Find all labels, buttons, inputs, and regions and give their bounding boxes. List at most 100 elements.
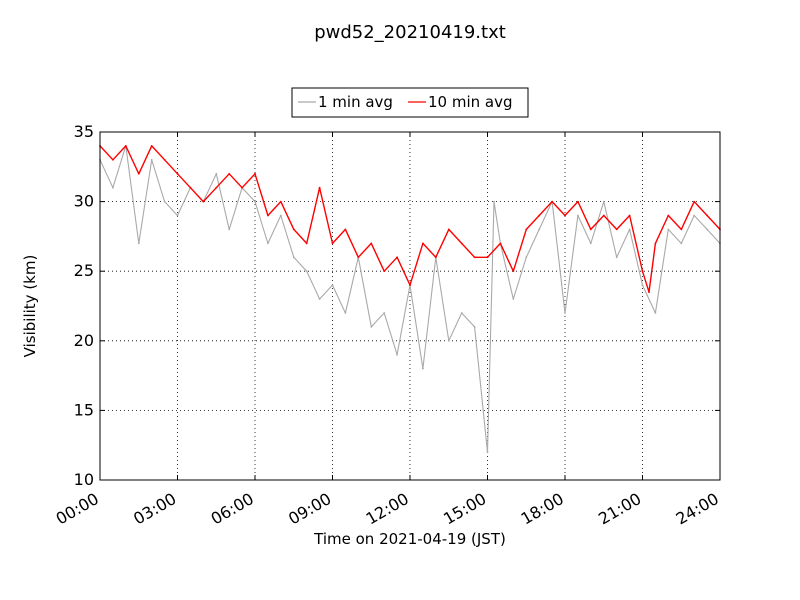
data-point — [409, 284, 411, 286]
y-tick-label: 15 — [74, 400, 94, 419]
data-point — [628, 214, 631, 217]
data-point — [473, 326, 476, 328]
data-point — [254, 200, 256, 203]
data-point — [396, 353, 398, 356]
data-point — [124, 145, 127, 147]
data-point — [150, 145, 153, 147]
data-point — [615, 228, 618, 231]
data-point — [628, 228, 631, 231]
data-point — [292, 228, 295, 231]
data-point — [267, 214, 269, 217]
data-point — [163, 200, 166, 203]
data-point — [383, 270, 386, 273]
data-point — [254, 172, 256, 175]
data-point — [215, 172, 218, 175]
data-point — [654, 312, 657, 314]
grid — [100, 132, 720, 480]
series-line — [99, 145, 721, 453]
data-point — [564, 312, 566, 314]
data-point — [577, 200, 579, 203]
data-point — [615, 256, 618, 259]
data-point — [292, 256, 295, 259]
data-point — [176, 214, 179, 217]
data-point — [667, 214, 670, 217]
x-tick-label: 06:00 — [208, 489, 257, 529]
data-point — [512, 270, 515, 273]
data-point — [693, 214, 696, 217]
y-tick-label: 30 — [74, 192, 94, 211]
data-point — [331, 242, 334, 245]
data-point — [654, 242, 657, 245]
data-point — [493, 200, 495, 203]
data-point — [279, 214, 282, 217]
chart-title: pwd52_20210419.txt — [314, 22, 506, 43]
y-axis-ticks: 10 15 20 25 30 35 — [74, 122, 720, 489]
data-point — [370, 242, 373, 245]
y-tick-label: 35 — [74, 122, 94, 141]
data-point — [383, 312, 386, 314]
x-tick-label: 00:00 — [53, 489, 102, 529]
data-point — [176, 172, 179, 175]
data-point — [680, 242, 683, 245]
data-point — [641, 284, 644, 286]
data-point — [396, 256, 398, 259]
data-point — [447, 228, 450, 231]
data-point — [551, 200, 553, 203]
data-point — [538, 214, 541, 217]
data-point — [370, 326, 373, 328]
x-tick-label: 09:00 — [285, 489, 334, 529]
data-point — [447, 339, 450, 342]
data-point — [241, 186, 244, 189]
data-point — [434, 256, 437, 259]
data-point — [344, 228, 347, 231]
data-point — [137, 172, 140, 175]
legend: 1 min avg 10 min avg — [291, 87, 529, 118]
data-point — [305, 242, 308, 245]
data-point — [137, 242, 140, 245]
y-tick-label: 20 — [74, 331, 94, 350]
y-axis-label: Visibility (km) — [21, 255, 39, 358]
data-point — [357, 256, 360, 259]
data-point — [648, 291, 650, 293]
legend-label-1-min-avg: 1 min avg — [318, 93, 393, 111]
data-point — [525, 256, 528, 259]
data-point — [305, 270, 308, 273]
x-tick-label: 12:00 — [363, 489, 412, 529]
x-axis-label: Time on 2021-04-19 (JST) — [313, 530, 506, 548]
data-point — [538, 228, 541, 231]
data-point — [667, 228, 670, 231]
data-point — [228, 228, 231, 231]
data-point — [331, 284, 334, 286]
plot-area — [100, 132, 720, 480]
data-point — [318, 298, 321, 300]
data-point — [215, 186, 218, 189]
x-tick-label: 15:00 — [440, 489, 489, 529]
data-point — [422, 242, 424, 245]
data-point — [564, 214, 566, 217]
data-point — [525, 228, 528, 231]
x-tick-label: 03:00 — [130, 489, 179, 529]
x-tick-label: 18:00 — [518, 489, 567, 529]
data-point — [680, 228, 683, 231]
legend-label-10-min-avg: 10 min avg — [428, 93, 513, 111]
data-point — [577, 214, 579, 217]
data-point — [422, 367, 424, 370]
data-point — [279, 200, 282, 203]
data-point — [163, 158, 166, 161]
data-point — [706, 228, 708, 231]
data-point — [512, 298, 515, 300]
data-point — [473, 256, 476, 259]
x-tick-label: 24:00 — [673, 489, 722, 529]
data-point — [706, 214, 708, 217]
data-point — [693, 200, 696, 203]
data-point — [112, 158, 114, 161]
data-point — [112, 186, 114, 189]
data-point — [460, 312, 463, 314]
series-10-min-avg — [99, 145, 721, 293]
data-point — [499, 242, 502, 245]
data-point — [589, 242, 592, 245]
data-point — [486, 451, 489, 454]
data-point — [189, 186, 192, 189]
data-point — [318, 186, 321, 189]
